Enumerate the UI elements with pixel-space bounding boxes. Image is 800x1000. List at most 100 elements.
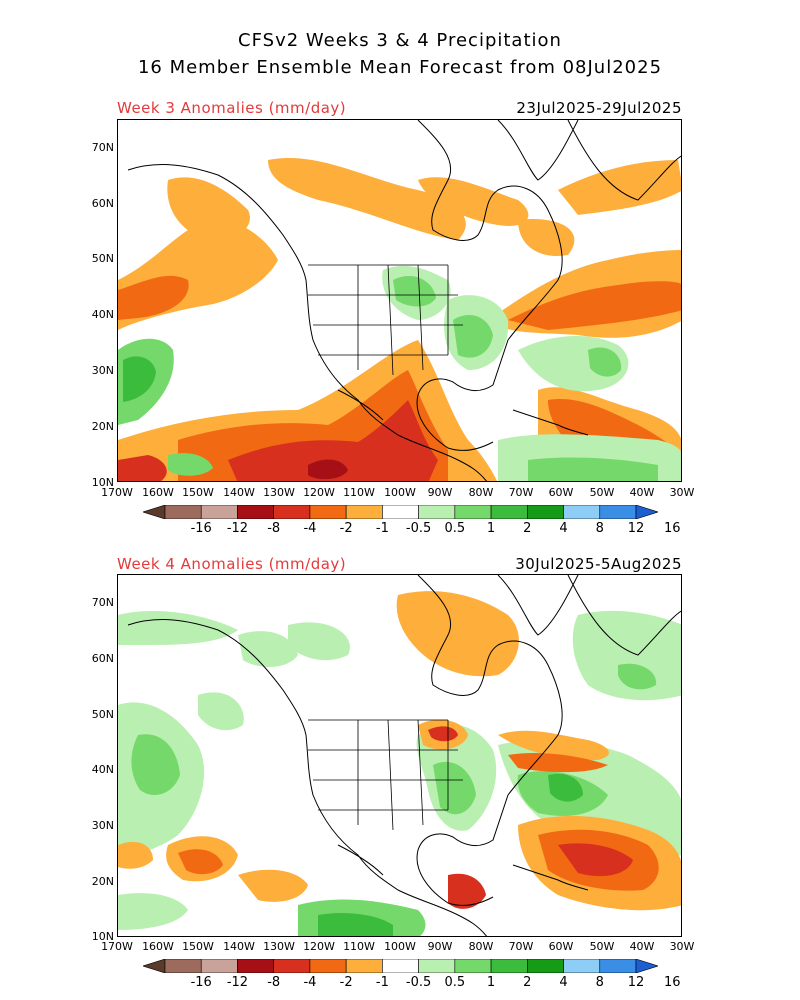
lat-tick: 60N (91, 652, 114, 665)
lon-tick: 60W (548, 940, 574, 953)
week4-label: Week 4 Anomalies (mm/day) (117, 555, 347, 573)
colorbar-segment (382, 505, 419, 519)
colorbar-label: 8 (595, 975, 604, 990)
colorbar-label: 0.5 (444, 975, 466, 990)
colorbar-segment (309, 959, 347, 973)
colorbar-segment (237, 505, 274, 519)
colorbar-segment (527, 959, 564, 973)
colorbar-label: -8 (267, 975, 281, 990)
colorbar-label: -8 (267, 521, 281, 536)
colorbar-segment (200, 959, 238, 973)
colorbar-segment (563, 505, 601, 519)
colorbar-segment (273, 505, 311, 519)
colorbar-segment (418, 505, 456, 519)
colorbar-segment (164, 959, 202, 973)
colorbar-label: -4 (303, 975, 317, 990)
lon-tick: 170W (101, 940, 133, 953)
colorbar-label: 8 (595, 521, 604, 536)
colorbar-label: -1 (375, 975, 389, 990)
week3-label: Week 3 Anomalies (mm/day) (117, 99, 347, 117)
colorbar-segment (635, 959, 658, 973)
colorbar-label: 4 (559, 521, 568, 536)
lon-tick: 50W (589, 486, 615, 499)
week3-dates: 23Jul2025-29Jul2025 (516, 99, 682, 117)
lon-tick: 130W (263, 940, 295, 953)
lat-tick: 10N (91, 476, 114, 489)
week3-colorbar-labels: -16 -12 -8 -4 -2 -1 -0.5 0.5 1 2 4 8 12 16 (0, 521, 800, 537)
lon-tick: 40W (629, 940, 655, 953)
week4-dry-anomalies (118, 591, 681, 911)
colorbar-segment (599, 959, 637, 973)
lon-tick: 170W (101, 486, 133, 499)
colorbar-label: -4 (303, 521, 317, 536)
colorbar-label: -12 (226, 521, 249, 536)
colorbar-segment (200, 505, 238, 519)
colorbar-segment (418, 959, 456, 973)
colorbar-label: 1 (486, 521, 496, 536)
lon-tick: 110W (343, 486, 375, 499)
week3-wet-anomalies (118, 265, 681, 481)
colorbar-segment (345, 505, 383, 519)
week3-state-borders (308, 264, 463, 376)
colorbar-segment (143, 505, 166, 519)
lon-tick: 110W (343, 940, 375, 953)
colorbar-label: 4 (559, 975, 568, 990)
colorbar-segment (490, 505, 528, 519)
colorbar-segment (454, 505, 492, 519)
colorbar-label: 2 (523, 975, 532, 990)
week4-coastline (127, 575, 681, 936)
lon-tick: 80W (468, 940, 494, 953)
colorbar-segment (563, 959, 601, 973)
colorbar-label: 12 (627, 975, 645, 990)
colorbar-label: 16 (663, 975, 681, 990)
colorbar-segment (273, 959, 311, 973)
lon-tick: 80W (468, 486, 494, 499)
lon-tick: 160W (142, 940, 174, 953)
lat-tick: 30N (91, 819, 114, 832)
week4-map (117, 574, 682, 937)
colorbar-segment (345, 959, 383, 973)
colorbar-segment (309, 505, 347, 519)
title-line-1: CFSv2 Weeks 3 & 4 Precipitation (238, 30, 562, 51)
lon-tick: 130W (263, 486, 295, 499)
colorbar-label: 16 (663, 521, 681, 536)
lon-tick: 70W (508, 486, 534, 499)
lat-tick: 30N (91, 364, 114, 377)
week4-state-borders (308, 719, 463, 831)
lat-tick: 50N (91, 708, 114, 721)
colorbar-label: 12 (627, 521, 645, 536)
colorbar-segment (490, 959, 528, 973)
week3-coastline (127, 120, 681, 481)
week4-dates: 30Jul2025-5Aug2025 (515, 555, 682, 573)
colorbar-label: -12 (226, 975, 249, 990)
lon-tick: 90W (427, 940, 453, 953)
lat-tick: 40N (91, 308, 114, 321)
lon-tick: 30W (669, 940, 695, 953)
colorbar-label: -1 (375, 521, 389, 536)
colorbar-label: -0.5 (405, 975, 432, 990)
lon-tick: 100W (384, 486, 416, 499)
lat-tick: 10N (91, 930, 114, 943)
lat-tick: 20N (91, 420, 114, 433)
colorbar-label: -2 (339, 521, 353, 536)
colorbar-segment (237, 959, 274, 973)
week4-colorbar (143, 959, 658, 973)
title-line-2: 16 Member Ensemble Mean Forecast from 08… (137, 57, 663, 78)
lon-tick: 50W (589, 940, 615, 953)
lon-tick: 100W (384, 940, 416, 953)
lon-tick: 120W (303, 940, 335, 953)
lon-tick: 70W (508, 940, 534, 953)
lon-tick: 30W (669, 486, 695, 499)
lat-tick: 40N (91, 763, 114, 776)
lat-tick: 50N (91, 252, 114, 265)
week4-colorbar-labels: -16 -12 -8 -4 -2 -1 -0.5 0.5 1 2 4 8 12 16 (0, 975, 800, 991)
colorbar-label: 2 (523, 521, 532, 536)
colorbar-label: -16 (190, 521, 212, 536)
lat-tick: 70N (91, 596, 114, 609)
colorbar-label: -0.5 (405, 521, 432, 536)
lat-tick: 70N (91, 141, 114, 154)
colorbar-label: -16 (190, 975, 212, 990)
lon-tick: 90W (427, 486, 453, 499)
colorbar-label: 0.5 (444, 521, 466, 536)
lon-tick: 150W (182, 486, 214, 499)
